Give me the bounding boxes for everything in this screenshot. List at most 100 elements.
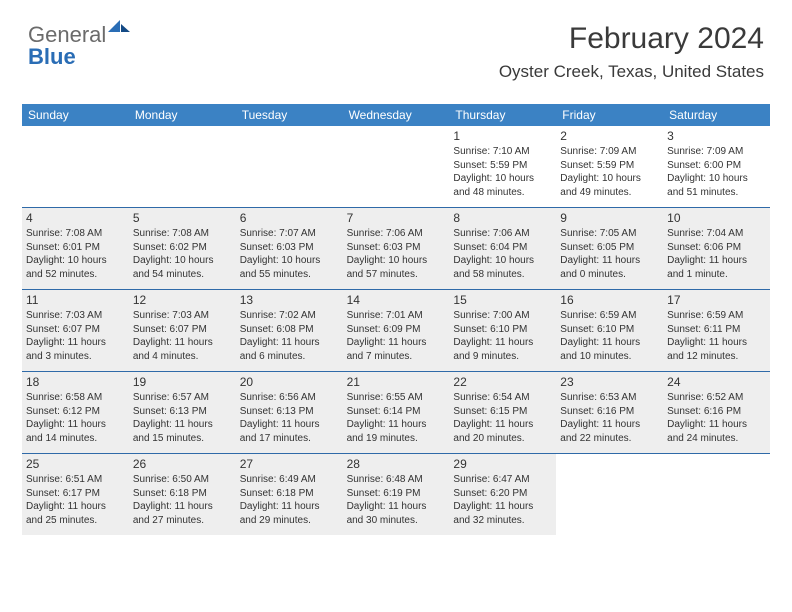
info-line: Daylight: 11 hours (26, 418, 125, 432)
day-cell: 14Sunrise: 7:01 AMSunset: 6:09 PMDayligh… (343, 290, 450, 371)
day-cell: 16Sunrise: 6:59 AMSunset: 6:10 PMDayligh… (556, 290, 663, 371)
day-number: 28 (347, 457, 446, 471)
info-line: Daylight: 11 hours (240, 418, 339, 432)
info-line: Sunrise: 7:00 AM (453, 309, 552, 323)
logo-text-2: Blue (28, 44, 76, 70)
info-line: and 17 minutes. (240, 432, 339, 446)
day-number: 6 (240, 211, 339, 225)
day-number: 13 (240, 293, 339, 307)
info-line: Sunset: 6:17 PM (26, 487, 125, 501)
week-row: 25 Sunrise: 6:51 AMSunset: 6:17 PM Dayligh… (22, 454, 770, 535)
day-header-row: Sunday Monday Tuesday Wednesday Thursday… (22, 104, 770, 126)
title-block: February 2024 Oyster Creek, Texas, Unite… (499, 22, 764, 82)
info-line: Sunset: 6:13 PM (240, 405, 339, 419)
info-line: Sunset: 6:11 PM (667, 323, 766, 337)
info-line: Sunset: 6:02 PM (133, 241, 232, 255)
day-number: 18 (26, 375, 125, 389)
info-line: Sunrise: 7:09 AM (560, 145, 659, 159)
day-cell: 3Sunrise: 7:09 AMSunset: 6:00 PMDaylight… (663, 126, 770, 207)
day-info: Sunrise: 6:59 AMSunset: 6:11 PMDaylight:… (667, 309, 766, 363)
week-row: 11Sunrise: 7:03 AMSunset: 6:07 PMDayligh… (22, 290, 770, 372)
info-line: Sunrise: 6:58 AM (26, 391, 125, 405)
day-cell: 12Sunrise: 7:03 AMSunset: 6:07 PMDayligh… (129, 290, 236, 371)
day-header: Friday (556, 104, 663, 126)
day-cell: 15Sunrise: 7:00 AMSunset: 6:10 PMDayligh… (449, 290, 556, 371)
info-line: Daylight: 11 hours (240, 336, 339, 350)
info-line: Daylight: 10 hours (453, 172, 552, 186)
info-line: Sunrise: 7:03 AM (26, 309, 125, 323)
day-cell: 28Sunrise: 6:48 AMSunset: 6:19 PMDayligh… (343, 454, 450, 535)
day-cell: 24 Sunrise: 6:52 AMSunset: 6:16 PMDayligh… (663, 372, 770, 453)
day-number: 26 (133, 457, 232, 471)
info-line: Sunrise: 6:51 AM (26, 473, 125, 487)
info-line: and 48 minutes. (453, 186, 552, 200)
day-number: 1 (453, 129, 552, 143)
logo: General Blue (28, 22, 130, 48)
day-info: Sunrise: 7:03 AMSunset: 6:07 PMDaylight:… (26, 309, 125, 363)
day-header: Wednesday (343, 104, 450, 126)
info-line: and 57 minutes. (347, 268, 446, 282)
day-cell: 7Sunrise: 7:06 AMSunset: 6:03 PMDaylight… (343, 208, 450, 289)
info-line: Daylight: 11 hours (667, 254, 766, 268)
info-line: Sunrise: 7:08 AM (133, 227, 232, 241)
day-cell: 23Sunrise: 6:53 AMSunset: 6:16 PMDayligh… (556, 372, 663, 453)
info-line: Daylight: 11 hours (667, 336, 766, 350)
day-cell: 8Sunrise: 7:06 AMSunset: 6:04 PMDaylight… (449, 208, 556, 289)
info-line: and 55 minutes. (240, 268, 339, 282)
info-line: Sunrise: 7:04 AM (667, 227, 766, 241)
info-line: and 54 minutes. (133, 268, 232, 282)
day-cell: 17Sunrise: 6:59 AMSunset: 6:11 PMDayligh… (663, 290, 770, 371)
day-number: 29 (453, 457, 552, 471)
info-line: Sunrise: 6:52 AM (667, 391, 766, 405)
info-line: Daylight: 11 hours (560, 418, 659, 432)
day-header: Monday (129, 104, 236, 126)
day-info: Sunrise: 7:01 AMSunset: 6:09 PMDaylight:… (347, 309, 446, 363)
info-line: and 20 minutes. (453, 432, 552, 446)
info-line: and 58 minutes. (453, 268, 552, 282)
day-number: 3 (667, 129, 766, 143)
info-line: Sunset: 6:01 PM (26, 241, 125, 255)
info-line: and 29 minutes. (240, 514, 339, 528)
day-number: 12 (133, 293, 232, 307)
info-line: Sunset: 6:16 PM (560, 405, 659, 419)
day-cell: 21Sunrise: 6:55 AMSunset: 6:14 PMDayligh… (343, 372, 450, 453)
info-line: Daylight: 11 hours (133, 500, 232, 514)
info-line: Daylight: 10 hours (133, 254, 232, 268)
day-cell: 18Sunrise: 6:58 AMSunset: 6:12 PMDayligh… (22, 372, 129, 453)
day-cell: 13Sunrise: 7:02 AMSunset: 6:08 PMDayligh… (236, 290, 343, 371)
info-line: Daylight: 10 hours (453, 254, 552, 268)
location-title: Oyster Creek, Texas, United States (499, 62, 764, 82)
day-cell: 2Sunrise: 7:09 AMSunset: 5:59 PMDaylight… (556, 126, 663, 207)
day-number: 25 (26, 457, 125, 471)
info-line: Sunrise: 7:03 AM (133, 309, 232, 323)
day-info: Sunrise: 7:00 AMSunset: 6:10 PMDaylight:… (453, 309, 552, 363)
logo-icon (108, 14, 130, 40)
info-line: and 14 minutes. (26, 432, 125, 446)
day-cell: 5Sunrise: 7:08 AMSunset: 6:02 PMDaylight… (129, 208, 236, 289)
info-line: Daylight: 11 hours (347, 500, 446, 514)
day-number: 24 (667, 375, 766, 389)
info-line: Daylight: 11 hours (667, 418, 766, 432)
day-cell (343, 126, 450, 207)
info-line: Daylight: 11 hours (240, 500, 339, 514)
day-number: 7 (347, 211, 446, 225)
day-cell: 9Sunrise: 7:05 AMSunset: 6:05 PMDaylight… (556, 208, 663, 289)
info-line: Sunset: 5:59 PM (560, 159, 659, 173)
info-line: Sunrise: 6:59 AM (667, 309, 766, 323)
info-line: Sunset: 6:20 PM (453, 487, 552, 501)
info-line: Daylight: 11 hours (560, 254, 659, 268)
day-number: 22 (453, 375, 552, 389)
info-line: Sunrise: 6:48 AM (347, 473, 446, 487)
info-line: Daylight: 10 hours (240, 254, 339, 268)
weeks-container: 1Sunrise: 7:10 AMSunset: 5:59 PMDaylight… (22, 126, 770, 535)
day-info: Sunrise: 6:50 AMSunset: 6:18 PMDaylight:… (133, 473, 232, 527)
info-line: Sunset: 6:18 PM (240, 487, 339, 501)
info-line: Sunset: 6:09 PM (347, 323, 446, 337)
info-line: Sunset: 5:59 PM (453, 159, 552, 173)
info-line: Sunset: 6:13 PM (133, 405, 232, 419)
info-line: Sunset: 6:00 PM (667, 159, 766, 173)
day-info: Sunrise: 6:52 AMSunset: 6:16 PMDaylight:… (667, 391, 766, 445)
info-line: Sunrise: 6:56 AM (240, 391, 339, 405)
day-info: Sunrise: 6:57 AMSunset: 6:13 PMDaylight:… (133, 391, 232, 445)
info-line: Sunset: 6:10 PM (453, 323, 552, 337)
